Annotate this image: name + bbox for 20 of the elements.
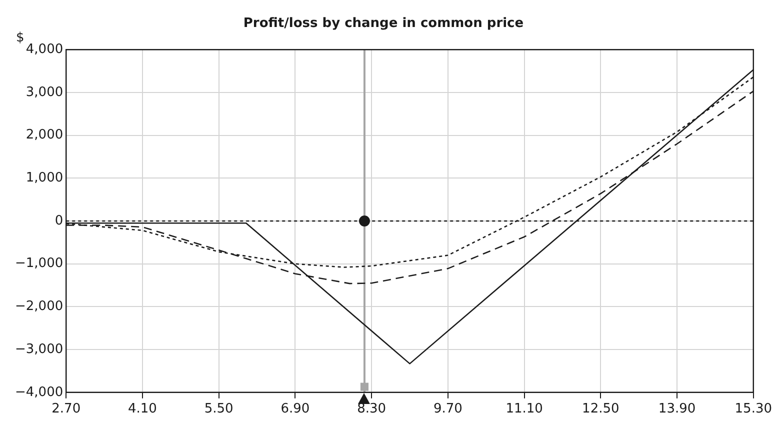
- y-axis-title: $: [16, 30, 24, 46]
- y-tick-label: 0: [54, 213, 64, 228]
- x-tick-label: 2.70: [52, 402, 81, 417]
- x-tick-label: 4.10: [128, 402, 157, 417]
- x-tick-label: 11.10: [506, 402, 543, 417]
- y-tick-label: −1,000: [15, 256, 64, 272]
- x-tick-label: 9.70: [433, 402, 462, 417]
- x-tick-label: 6.90: [280, 402, 310, 417]
- x-tick-label: 12.50: [582, 402, 620, 417]
- y-tick-label: −3,000: [15, 342, 64, 357]
- x-tick-label: 13.90: [658, 402, 696, 417]
- chart-title: Profit/loss by change in common price: [243, 16, 524, 32]
- y-tick-label: 4,000: [26, 42, 64, 57]
- y-tick-label: 1,000: [26, 170, 64, 186]
- x-tick-label: 15.30: [734, 402, 772, 417]
- y-tick-label: −4,000: [15, 384, 64, 400]
- y-tick-label: 2,000: [26, 128, 64, 143]
- x-tick-label: 5.50: [204, 402, 234, 417]
- y-tick-label: 3,000: [26, 84, 64, 100]
- y-tick-label: −2,000: [15, 299, 64, 314]
